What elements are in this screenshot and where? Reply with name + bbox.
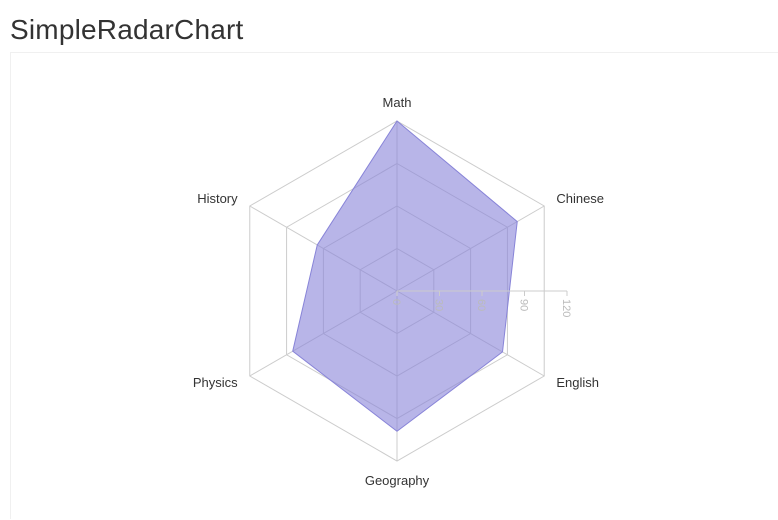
- radius-tick-label-90: 90: [518, 299, 530, 311]
- page-title: SimpleRadarChart: [10, 14, 244, 45]
- axis-label-chinese: Chinese: [556, 191, 604, 206]
- radius-axis: 0 30 60 90 120: [390, 290, 572, 317]
- axis-label-math: Math: [383, 95, 412, 110]
- chart-panel: 0 30 60 90 120 Math Chinese English Geography Ph…: [10, 52, 778, 519]
- series-area-0: [292, 120, 518, 432]
- axis-label-physics: Physics: [193, 375, 238, 390]
- radar-chart: 0 30 60 90 120 Math Chinese English Geography Ph…: [193, 95, 604, 488]
- radius-tick-label-60: 60: [475, 299, 487, 311]
- radius-tick-label-0: 0: [390, 299, 402, 305]
- axis-label-geography: Geography: [365, 473, 430, 488]
- axis-label-history: History: [197, 191, 238, 206]
- radius-tick-label-120: 120: [560, 299, 572, 317]
- radar-series: [292, 120, 518, 432]
- axis-labels: Math Chinese English Geography Physics Histor…: [193, 95, 604, 488]
- axis-label-english: English: [556, 375, 599, 390]
- radius-tick-label-30: 30: [433, 299, 445, 311]
